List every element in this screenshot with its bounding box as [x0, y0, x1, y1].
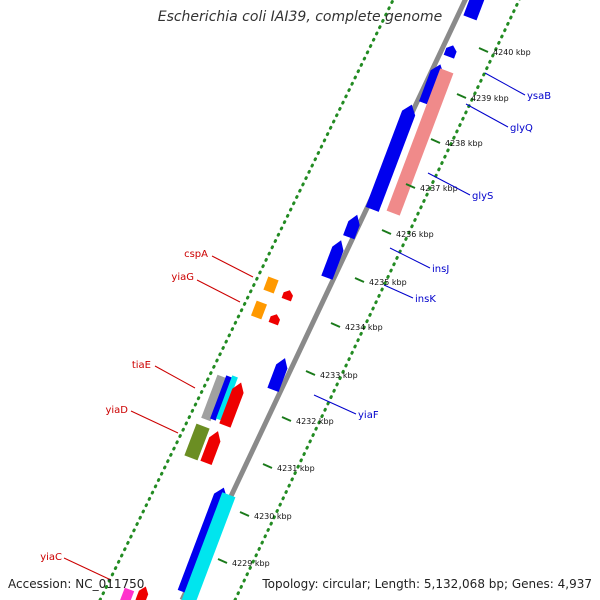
gene-label-left: yiaG: [171, 272, 194, 283]
gene-feature-yiaD: [184, 423, 210, 461]
gene-feature-glyS: [365, 104, 416, 212]
gene-feature-tiaE-blue: [210, 375, 232, 421]
gene-leader-line: [211, 255, 254, 278]
gene-label-left: cspA: [184, 249, 208, 260]
tick-mark: [239, 511, 250, 517]
gene-feature-ysaB: [443, 45, 457, 59]
tick-mark: [305, 370, 316, 376]
gene-label-right: insK: [415, 294, 436, 305]
gene-label-left: yiaD: [105, 405, 128, 416]
gene-label-left: yiaC: [40, 552, 62, 563]
tick-label: 4232 kbp: [296, 417, 334, 426]
gene-feature-tiaE-cyan: [216, 375, 238, 421]
gene-feature-glyQ: [419, 64, 444, 107]
tick-mark: [430, 138, 441, 144]
tick-label: 4230 kbp: [254, 512, 292, 521]
gene-label-right: insJ: [432, 264, 449, 275]
tick-mark: [478, 47, 489, 53]
gene-feature-tiaE-grey: [201, 374, 227, 422]
gene-feature-yiaG: [251, 300, 267, 320]
gene-label-right: glyQ: [510, 123, 533, 134]
gc-track-right: [233, 0, 521, 600]
gene-feature-yiaD-red: [200, 431, 221, 465]
gene-leader-line: [130, 410, 179, 434]
accession-label: Accession: NC_011750: [8, 577, 145, 591]
gene-label-right: yiaF: [358, 410, 379, 421]
gene-leader-line: [484, 72, 526, 96]
gene-leader-line: [313, 394, 357, 415]
tick-label: 4239 kbp: [471, 94, 509, 103]
gene-feature-cspA-b: [281, 290, 293, 302]
genome-summary: Topology: circular; Length: 5,132,068 bp…: [262, 577, 592, 591]
gene-label-right: glyS: [472, 191, 493, 202]
tick-mark: [217, 558, 228, 564]
gene-feature-yiaC-red: [135, 586, 149, 600]
tick-label: 4234 kbp: [345, 323, 383, 332]
gene-leader-line: [63, 557, 112, 581]
tick-label: 4229 kbp: [232, 559, 270, 568]
gene-feature-insJ: [343, 214, 360, 240]
gene-leader-line: [389, 247, 431, 269]
gene-feature-yiaF: [267, 358, 288, 392]
tick-label: 4235 kbp: [369, 278, 407, 287]
gene-leader-line: [427, 172, 471, 196]
tick-mark: [456, 93, 467, 99]
tick-label: 4236 kbp: [396, 230, 434, 239]
tick-label: 4231 kbp: [277, 464, 315, 473]
gc-track-left: [98, 0, 395, 600]
tick-label: 4233 kbp: [320, 371, 358, 380]
gene-label-right: ysaB: [527, 91, 551, 102]
tick-mark: [330, 322, 341, 328]
gene-leader-line: [465, 103, 509, 128]
gene-label-left: tiaE: [132, 360, 151, 371]
tick-mark: [262, 463, 273, 469]
gene-feature-tiaE-red: [219, 382, 244, 428]
gene-leader-line: [383, 284, 414, 299]
gene-feature-upper: [463, 0, 485, 21]
gene-feature-cspA: [263, 276, 279, 294]
tick-label: 4240 kbp: [493, 48, 531, 57]
gene-feature-lower-rna: [181, 492, 236, 600]
gene-leader-line: [196, 279, 241, 303]
gene-feature-insK: [321, 240, 344, 280]
tick-label: 4238 kbp: [445, 139, 483, 148]
tick-mark: [354, 277, 365, 283]
gene-leader-line: [154, 365, 196, 389]
tick-mark: [405, 183, 416, 189]
gene-feature-yiaG-b: [268, 314, 280, 326]
gene-feature-rna: [386, 68, 454, 216]
map-title: Escherichia coli IAI39, complete genome: [157, 9, 443, 25]
tick-mark: [281, 416, 292, 422]
gene-feature-yiaC: [120, 587, 135, 600]
tick-mark: [381, 229, 392, 235]
tick-label: 4237 kbp: [420, 184, 458, 193]
